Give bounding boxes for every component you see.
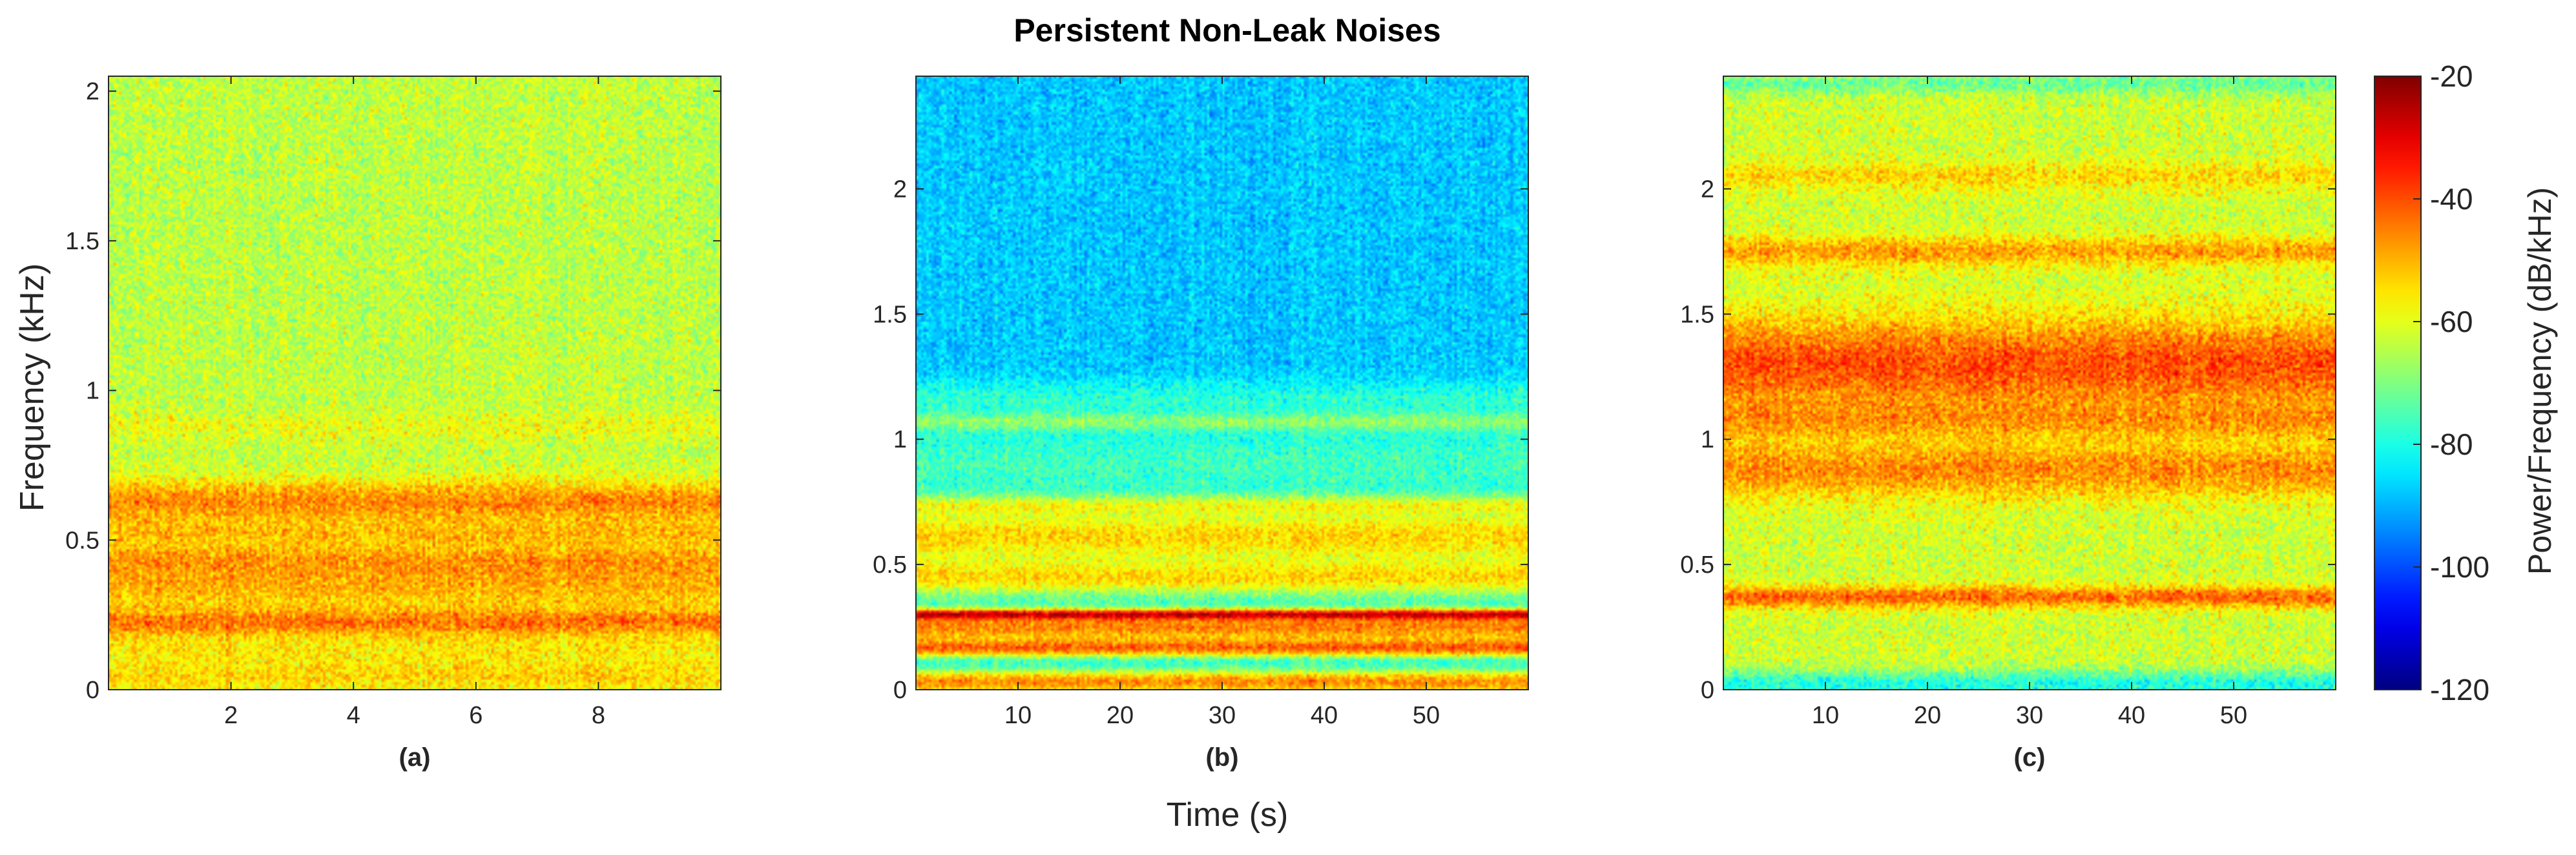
colorbar-tick-label: -120	[2430, 673, 2489, 706]
spectrogram-panel: 10 20 30 40 50 0 0.5 1 1.5 2 (c)	[1680, 76, 2336, 772]
spectrogram-panel: 10 20 30 40 50 0 0.5 1 1.5 2 (b)	[873, 76, 1529, 772]
x-tick-label: 4	[347, 702, 360, 729]
y-tick-label: 0.5	[1680, 551, 1714, 579]
x-axis-label: Time (s)	[1166, 796, 1289, 834]
spectrogram-image	[109, 76, 721, 690]
colorbar: -20 -40 -60 -80 -100 -120	[2374, 59, 2489, 706]
y-tick-label: 0	[893, 677, 907, 704]
x-tick-label: 6	[469, 702, 483, 729]
x-tick-label: 2	[224, 702, 238, 729]
x-tick-label: 50	[1413, 702, 1440, 729]
panel-label: (a)	[399, 743, 431, 772]
y-tick-label: 2	[893, 176, 907, 203]
x-tick-label: 40	[1311, 702, 1338, 729]
x-tick-label: 20	[1914, 702, 1941, 729]
y-tick-label: 1	[893, 426, 907, 453]
x-tick-label: 20	[1106, 702, 1134, 729]
colorbar-label: Power/Frequency (dB/kHz)	[2522, 187, 2558, 575]
x-tick-label: 10	[1812, 702, 1839, 729]
panel-label: (c)	[2014, 743, 2046, 772]
figure-title: Persistent Non-Leak Noises	[1013, 12, 1441, 48]
colorbar-tick-label: -100	[2430, 550, 2489, 584]
y-tick-label: 0.5	[65, 527, 99, 554]
x-tick-label: 30	[1209, 702, 1236, 729]
colorbar-tick-label: -40	[2430, 182, 2473, 216]
x-tick-label: 8	[592, 702, 605, 729]
colorbar-tick-label: -80	[2430, 428, 2473, 461]
y-tick-label: 1.5	[65, 228, 99, 255]
x-tick-label: 40	[2118, 702, 2145, 729]
axes-frame	[108, 76, 722, 690]
y-tick-label: 0	[1701, 677, 1714, 704]
colorbar-gradient	[2374, 76, 2422, 690]
y-tick-label: 0	[86, 677, 99, 704]
y-axis-label: Frequency (kHz)	[14, 263, 51, 512]
x-tick-label: 50	[2220, 702, 2247, 729]
panel-label: (b)	[1205, 743, 1238, 772]
spectrogram-panel: 2 4 6 8 0 0.5 1 1.5 2 (a)	[65, 76, 722, 772]
y-tick-label: 2	[1701, 176, 1714, 203]
y-tick-label: 1	[1701, 426, 1714, 453]
y-tick-label: 1.5	[873, 301, 907, 328]
y-tick-label: 1	[86, 378, 99, 405]
y-tick-label: 2	[86, 78, 99, 105]
y-tick-label: 0.5	[873, 551, 907, 579]
colorbar-tick-label: -20	[2430, 59, 2473, 93]
spectrogram-image	[1723, 76, 2336, 690]
x-tick-label: 10	[1004, 702, 1032, 729]
colorbar-tick-label: -60	[2430, 305, 2473, 338]
x-tick-label: 30	[2016, 702, 2043, 729]
spectrogram-image	[916, 76, 1528, 690]
y-tick-label: 1.5	[1680, 301, 1714, 328]
